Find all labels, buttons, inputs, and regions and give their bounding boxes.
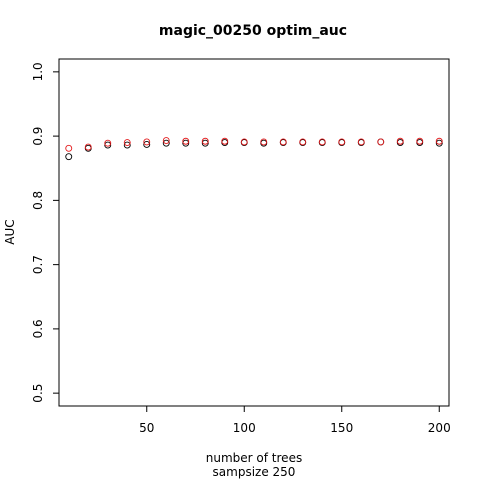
y-tick-label: 0.6 bbox=[31, 319, 45, 338]
x-axis-label: number of trees bbox=[206, 451, 302, 465]
y-tick-label: 0.9 bbox=[31, 127, 45, 146]
y-tick-label: 0.5 bbox=[31, 384, 45, 403]
x-tick-label: 50 bbox=[139, 421, 154, 435]
y-axis: 0.5 0.6 0.7 0.8 0.9 1.0 bbox=[31, 62, 59, 402]
x-tick-label: 150 bbox=[330, 421, 353, 435]
series-1 bbox=[66, 139, 443, 160]
data-point bbox=[66, 154, 72, 160]
y-tick-label: 1.0 bbox=[31, 62, 45, 81]
series-2 bbox=[66, 138, 443, 152]
x-axis-sublabel: sampsize 250 bbox=[213, 465, 296, 479]
data-points bbox=[66, 138, 443, 160]
x-tick-label: 200 bbox=[428, 421, 451, 435]
data-point bbox=[66, 145, 72, 151]
y-axis-label: AUC bbox=[3, 219, 17, 244]
data-point bbox=[378, 139, 384, 145]
x-axis: 50 100 150 200 bbox=[139, 406, 451, 435]
y-tick-label: 0.7 bbox=[31, 255, 45, 274]
x-tick-label: 100 bbox=[233, 421, 256, 435]
chart-title: magic_00250 optim_auc bbox=[159, 23, 347, 39]
plot-frame bbox=[59, 59, 449, 406]
y-tick-label: 0.8 bbox=[31, 191, 45, 210]
